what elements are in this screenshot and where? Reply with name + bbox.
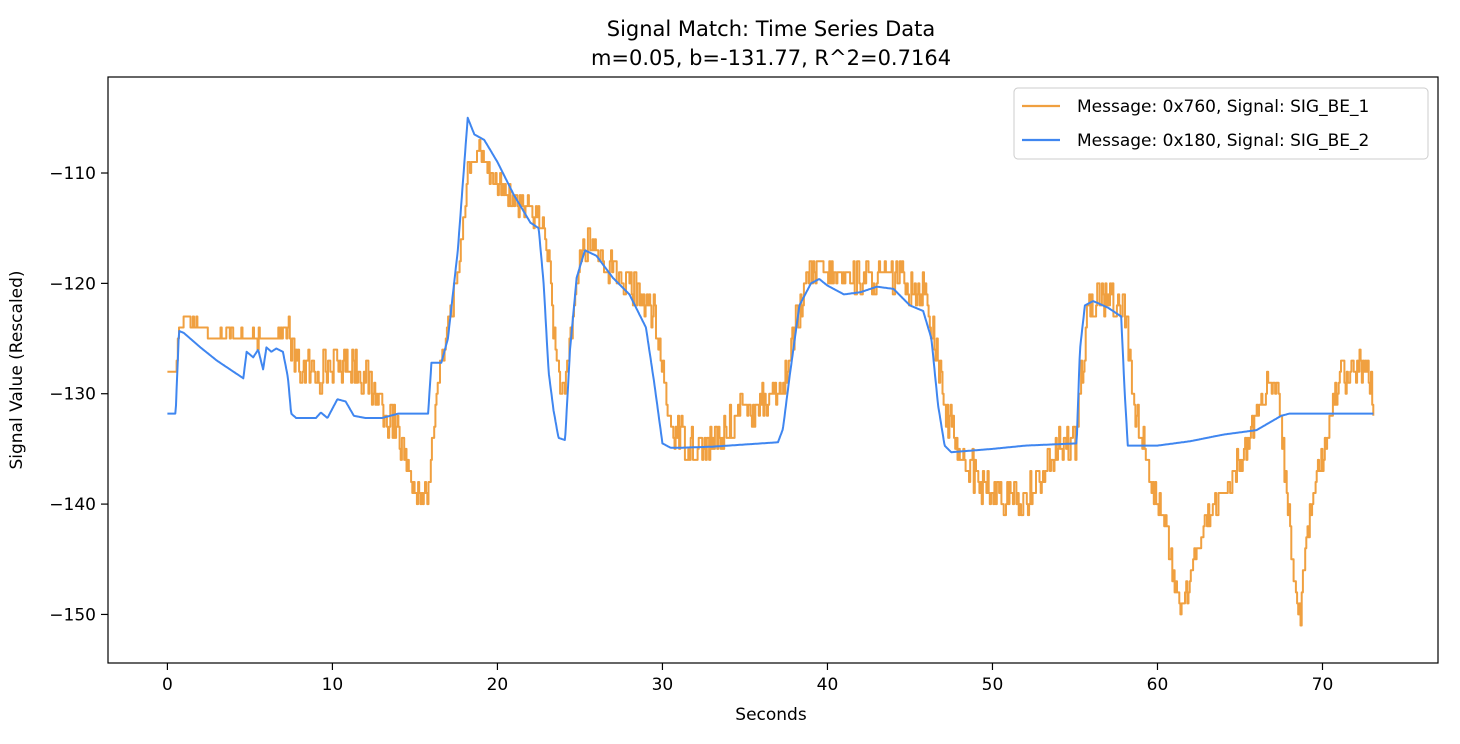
y-tick-label: −110 [49,164,96,184]
x-tick-label: 10 [322,675,344,695]
x-tick-label: 30 [652,675,674,695]
x-axis-label: Seconds [735,705,807,725]
y-tick-label: −140 [49,495,96,515]
y-tick-label: −150 [49,605,96,625]
plot-frame [107,76,1439,664]
x-tick-label: 60 [1147,675,1169,695]
y-axis: −110 −120 −130 −140 −150 [49,164,108,625]
x-tick-label: 40 [817,675,839,695]
x-axis: 0 10 20 30 40 50 60 70 [162,663,1333,695]
x-tick-label: 20 [487,675,509,695]
legend-label-sig-be-1: Message: 0x760, Signal: SIG_BE_1 [1077,97,1369,117]
y-axis-label: Signal Value (Rescaled) [7,270,27,469]
x-tick-label: 50 [982,675,1004,695]
x-tick-label: 70 [1312,675,1334,695]
legend-label-sig-be-2: Message: 0x180, Signal: SIG_BE_2 [1077,131,1369,151]
series-line-2 [167,116,1374,454]
chart-title: Signal Match: Time Series Data [607,17,935,41]
y-tick-label: −130 [49,385,96,405]
y-tick-label: −120 [49,274,96,294]
legend: Message: 0x760, Signal: SIG_BE_1 Message… [1013,87,1429,160]
chart-subtitle: m=0.05, b=-131.77, R^2=0.7164 [591,46,951,70]
legend-box [1013,87,1429,160]
series-layer [167,116,1375,627]
x-tick-label: 0 [162,675,173,695]
series-line-1 [167,138,1375,627]
